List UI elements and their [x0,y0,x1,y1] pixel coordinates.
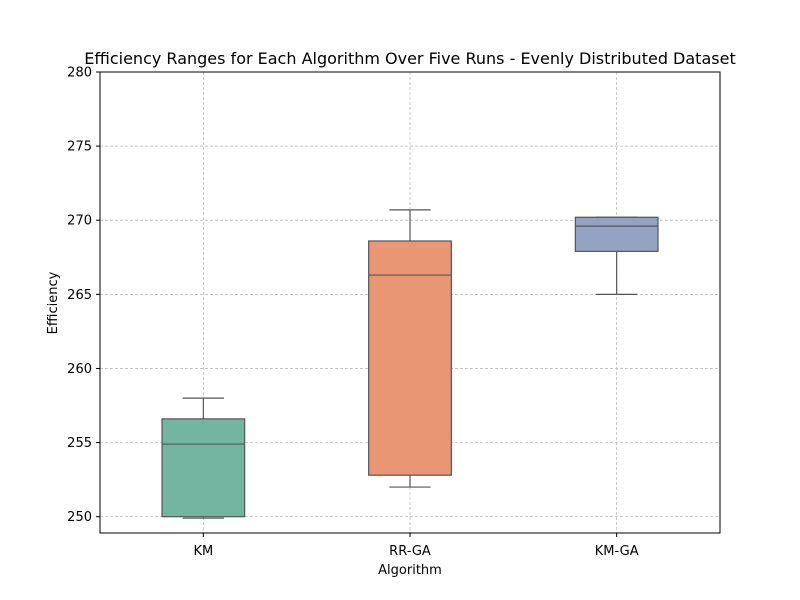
x-tick-label: KM [193,544,213,559]
y-tick-label: 275 [67,140,92,155]
y-tick-label: 260 [67,362,92,377]
chart-title: Efficiency Ranges for Each Algorithm Ove… [84,49,735,68]
y-axis-label: Efficiency [46,271,61,334]
box-km-ga [574,216,659,295]
iqr-box [368,240,452,476]
y-tick-label: 255 [67,436,92,451]
iqr-box [574,216,659,252]
x-axis-ticks: KM RR-GA KM-GA [193,533,639,559]
box-rr-ga [368,209,452,488]
x-tick-label: RR-GA [389,544,431,559]
box-plots [161,209,659,519]
y-axis-ticks: 250 255 260 265 270 275 280 [67,66,100,525]
y-tick-label: 265 [67,288,92,303]
x-axis-label: Algorithm [378,563,442,578]
y-tick-label: 280 [67,66,92,81]
y-tick-label: 270 [67,214,92,229]
y-tick-label: 250 [67,510,92,525]
x-tick-label: KM-GA [595,544,639,559]
box-km [161,397,246,519]
iqr-box [161,418,246,518]
